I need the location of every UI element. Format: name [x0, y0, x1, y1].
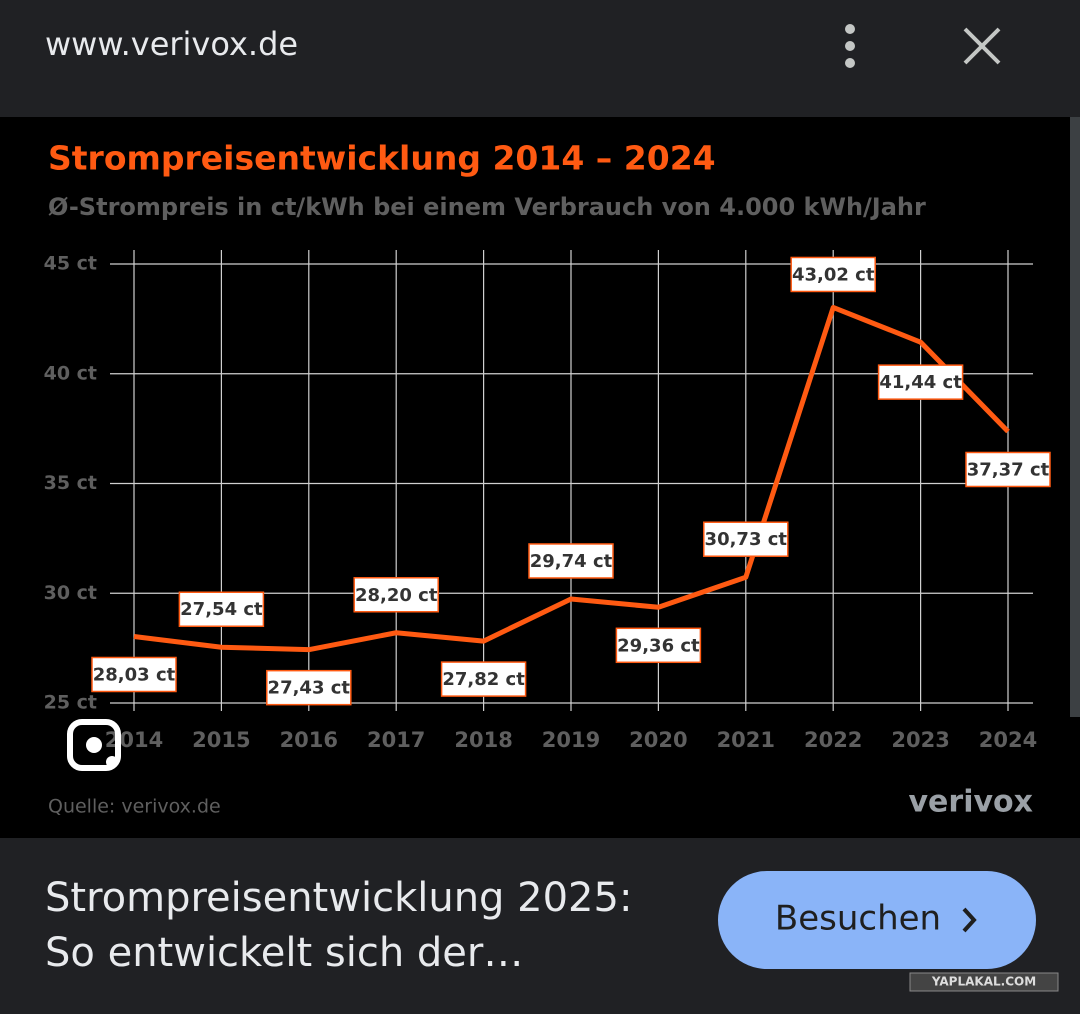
- url: www.verivox.de: [45, 25, 298, 63]
- menu-button[interactable]: [845, 24, 855, 68]
- value-label-box: [266, 669, 352, 706]
- value-label: 27,43 ct: [268, 678, 351, 699]
- x-tick-label: 2024: [979, 728, 1037, 752]
- value-label: 29,74 ct: [530, 551, 613, 572]
- x-tick-label: 2015: [192, 728, 250, 752]
- top-bar: [0, 0, 1080, 117]
- plot: 25 ct 30 ct 35 ct 40 ct 45 ct 2014 2015 2016 201…: [44, 250, 1051, 752]
- value-label-box: [790, 256, 876, 293]
- x-tick-label: 2018: [454, 728, 512, 752]
- value-label-box: [615, 627, 702, 664]
- value-label: 29,36 ct: [617, 635, 700, 656]
- logo: verivox: [909, 785, 1034, 820]
- lens-icon[interactable]: [67, 719, 121, 771]
- chart-area: [0, 117, 1080, 838]
- value-label: 43,02 ct: [792, 264, 875, 285]
- y-tick-label: 25 ct: [44, 692, 97, 714]
- price-line: [133, 304, 1010, 653]
- watermark-box: [909, 972, 1059, 992]
- x-tick-label: 2016: [280, 728, 338, 752]
- x-tick-label: 2020: [629, 728, 687, 752]
- chart-subtitle: Ø-Strompreis in ct/kWh bei einem Verbrau…: [48, 193, 926, 221]
- x-tick-label: 2022: [804, 728, 862, 752]
- y-tick-label: 45 ct: [44, 253, 97, 275]
- value-label-box: [703, 521, 789, 557]
- x-tick-label: 2014: [105, 728, 163, 752]
- value-label-box: [965, 451, 1051, 488]
- value-label: 28,03 ct: [93, 664, 176, 685]
- y-tick-label: 35 ct: [44, 472, 97, 494]
- x-tick-label: 2021: [717, 728, 775, 752]
- value-label-box: [353, 577, 439, 613]
- value-label: 27,54 ct: [180, 599, 263, 620]
- value-label-box: [528, 543, 614, 579]
- value-label-box: [178, 591, 265, 627]
- chart-title: Strompreisentwicklung 2014 – 2024: [48, 139, 716, 178]
- source: Quelle: verivox.de: [48, 796, 221, 818]
- close-button[interactable]: [963, 27, 1001, 65]
- value-label: 30,73 ct: [705, 529, 788, 550]
- y-tick-label: 40 ct: [44, 362, 97, 384]
- visit-button[interactable]: Besuchen: [718, 871, 1036, 969]
- value-label: 27,82 ct: [442, 669, 525, 690]
- y-tick-label: 30 ct: [44, 582, 97, 604]
- value-label-box: [91, 656, 177, 693]
- result-title[interactable]: So entwickelt sich der…: [45, 930, 523, 976]
- value-label: 37,37 ct: [967, 459, 1050, 480]
- value-label: 41,44 ct: [879, 372, 962, 393]
- button-label[interactable]: Besuchen: [775, 899, 941, 939]
- value-label: 28,20 ct: [355, 585, 438, 606]
- value-label-box: [440, 661, 527, 697]
- scrollbar: [1070, 117, 1080, 717]
- x-tick-label: 2019: [542, 728, 600, 752]
- value-label-box: [877, 364, 964, 400]
- watermark: YAPLAKAL.COM: [931, 975, 1036, 989]
- result-title[interactable]: Strompreisentwicklung 2025:: [45, 875, 632, 921]
- x-tick-label: 2023: [891, 728, 949, 752]
- x-tick-label: 2017: [367, 728, 425, 752]
